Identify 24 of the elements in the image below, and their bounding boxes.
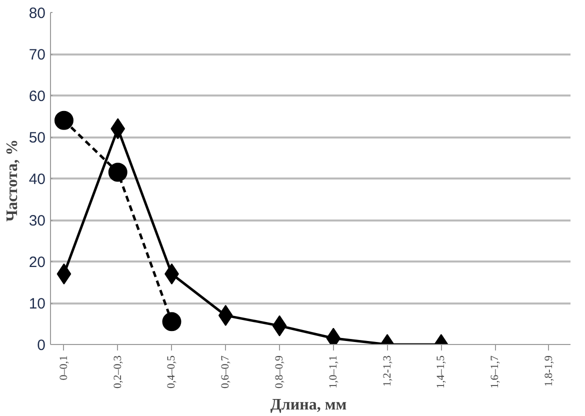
point bbox=[54, 110, 74, 130]
x-tick-label: 1,8-1,9 bbox=[542, 355, 555, 387]
x-tick-label: 0–0,1 bbox=[58, 356, 70, 380]
y-tick-label: 40 bbox=[28, 171, 46, 188]
x-tick-label: 1,0–1,1 bbox=[327, 356, 340, 388]
x-tick-label: 1,4–1,5 bbox=[435, 355, 448, 388]
x-tick-label: 0,6–0,7 bbox=[220, 355, 232, 388]
x-tick-label: 0,2–0,3 bbox=[112, 355, 124, 388]
y-axis-title: Частота, % bbox=[4, 139, 21, 222]
y-tick-label: 20 bbox=[28, 254, 46, 271]
y-tick-label: 30 bbox=[28, 212, 46, 230]
y-tick-label: 10 bbox=[28, 296, 46, 312]
y-tick-label: 70 bbox=[28, 46, 46, 64]
x-tick-label: 0,8–0,9 bbox=[274, 355, 286, 388]
y-tick-label: 50 bbox=[28, 130, 46, 146]
y-tick-label: 80 bbox=[28, 5, 46, 22]
y-tick-label: 60 bbox=[28, 88, 46, 105]
x-tick-label: 0,4–0,5 bbox=[166, 355, 178, 388]
y-tick-label: 0 bbox=[37, 337, 46, 354]
point bbox=[162, 312, 182, 332]
x-tick-label: 1,2-1,3 bbox=[381, 355, 394, 387]
x-tick-label: 1,6–1,7 bbox=[489, 355, 502, 388]
point bbox=[108, 162, 128, 182]
x-axis-title: Длина, мм bbox=[270, 396, 347, 414]
